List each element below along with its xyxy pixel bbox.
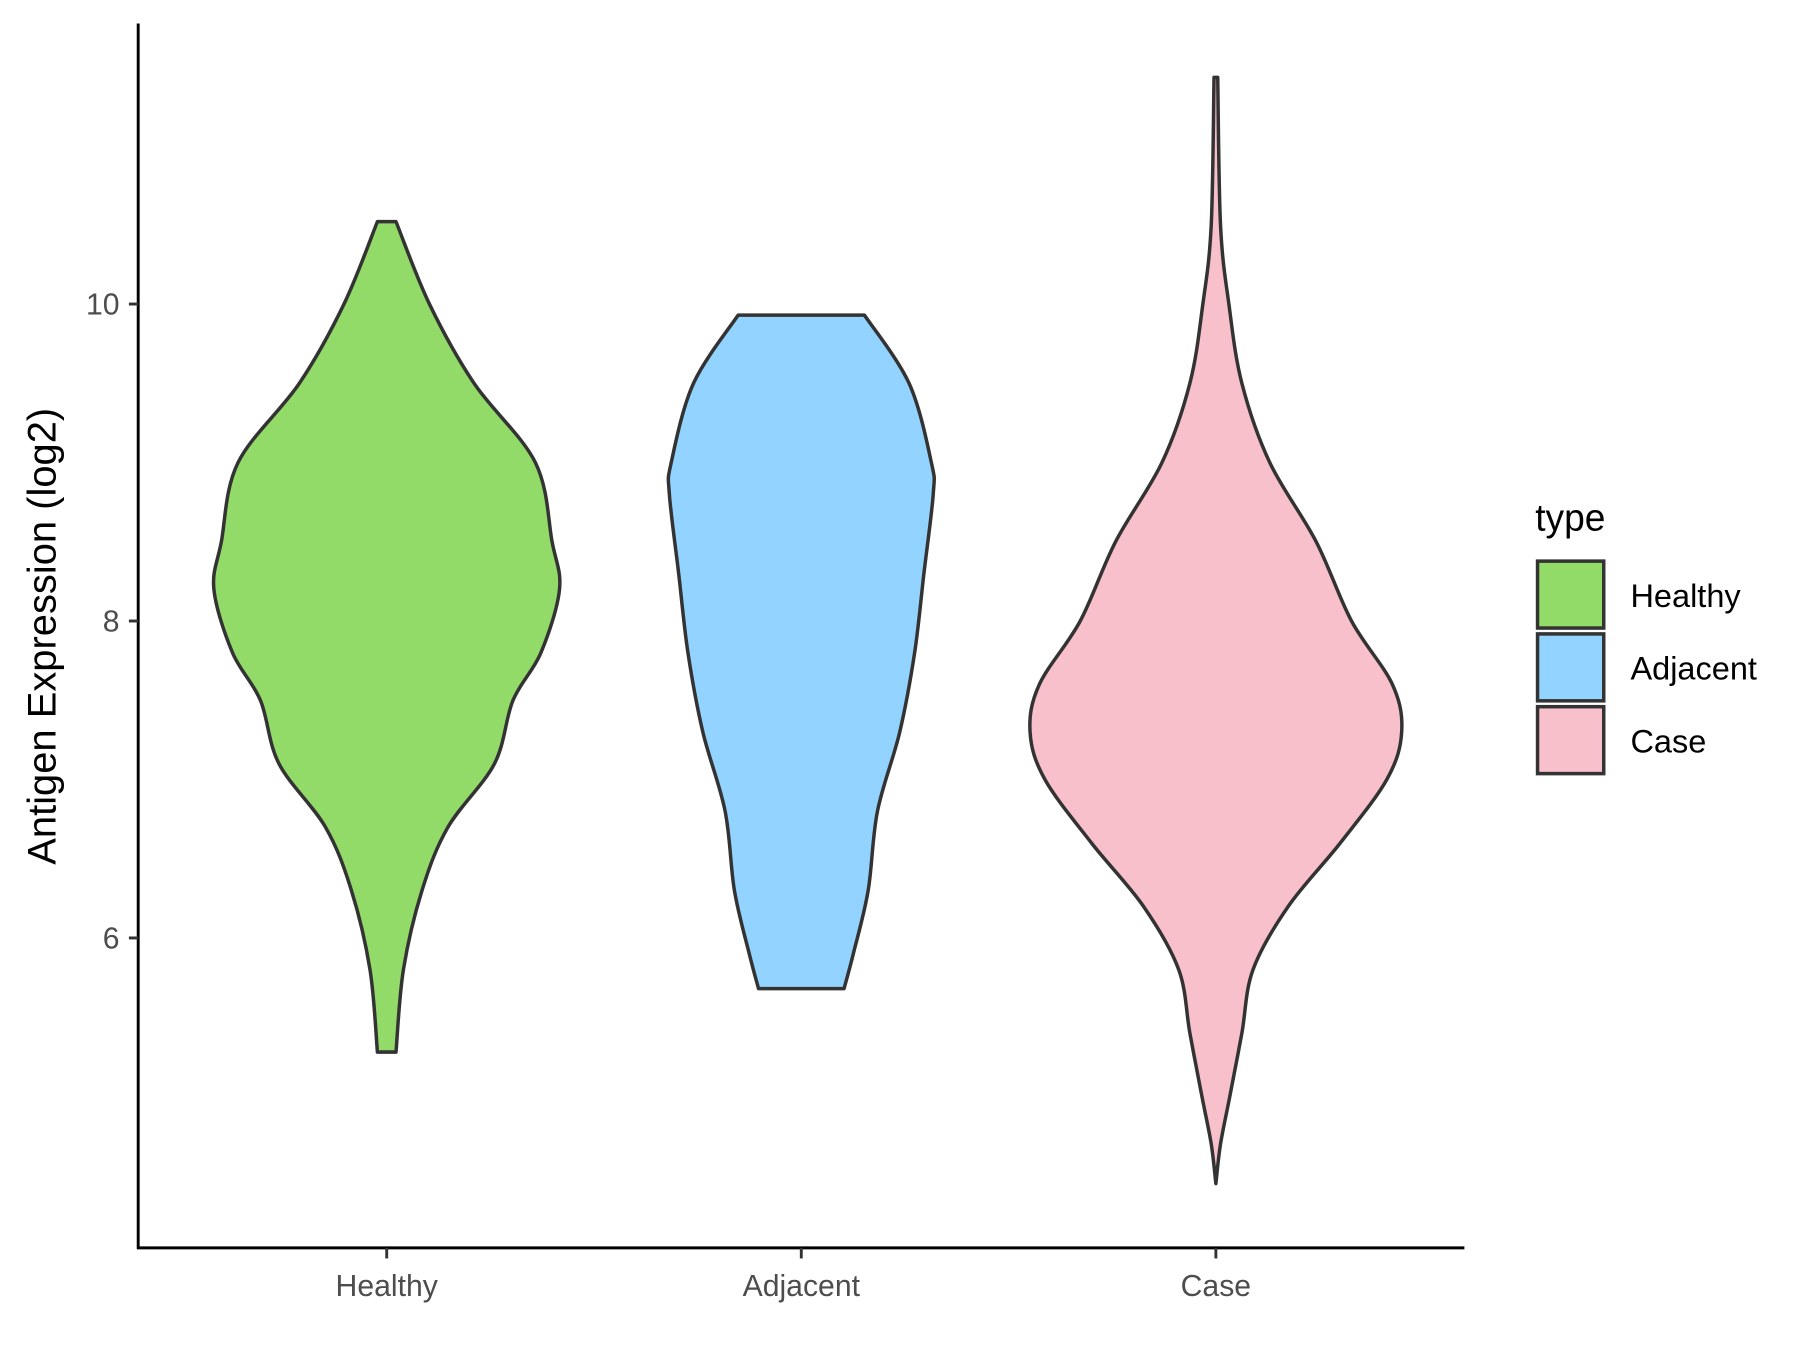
y-axis-title: Antigen Expression (log2) (21, 408, 65, 865)
legend-swatch-case (1535, 704, 1606, 776)
violin-healthy (211, 219, 562, 1054)
legend-label: Healthy (1630, 577, 1741, 614)
violins (211, 75, 1404, 1186)
y-tick-label: 6 (103, 922, 120, 955)
legend: Healthy Adjacent Case (1535, 559, 1757, 776)
legend-label: Adjacent (1630, 650, 1757, 687)
y-tick-label: 8 (103, 605, 120, 638)
x-tick-label: Case (1181, 1270, 1251, 1303)
violin-adjacent (666, 313, 937, 991)
legend-swatch-adjacent (1535, 632, 1606, 703)
violin-case (1028, 75, 1404, 1186)
y-tick-label: 10 (86, 288, 120, 321)
legend-swatch-healthy (1535, 559, 1606, 630)
x-tick-label: Adjacent (743, 1270, 861, 1303)
x-tick-label: Healthy (336, 1270, 439, 1303)
legend-title: type (1535, 496, 1605, 538)
legend-label: Case (1630, 722, 1706, 759)
